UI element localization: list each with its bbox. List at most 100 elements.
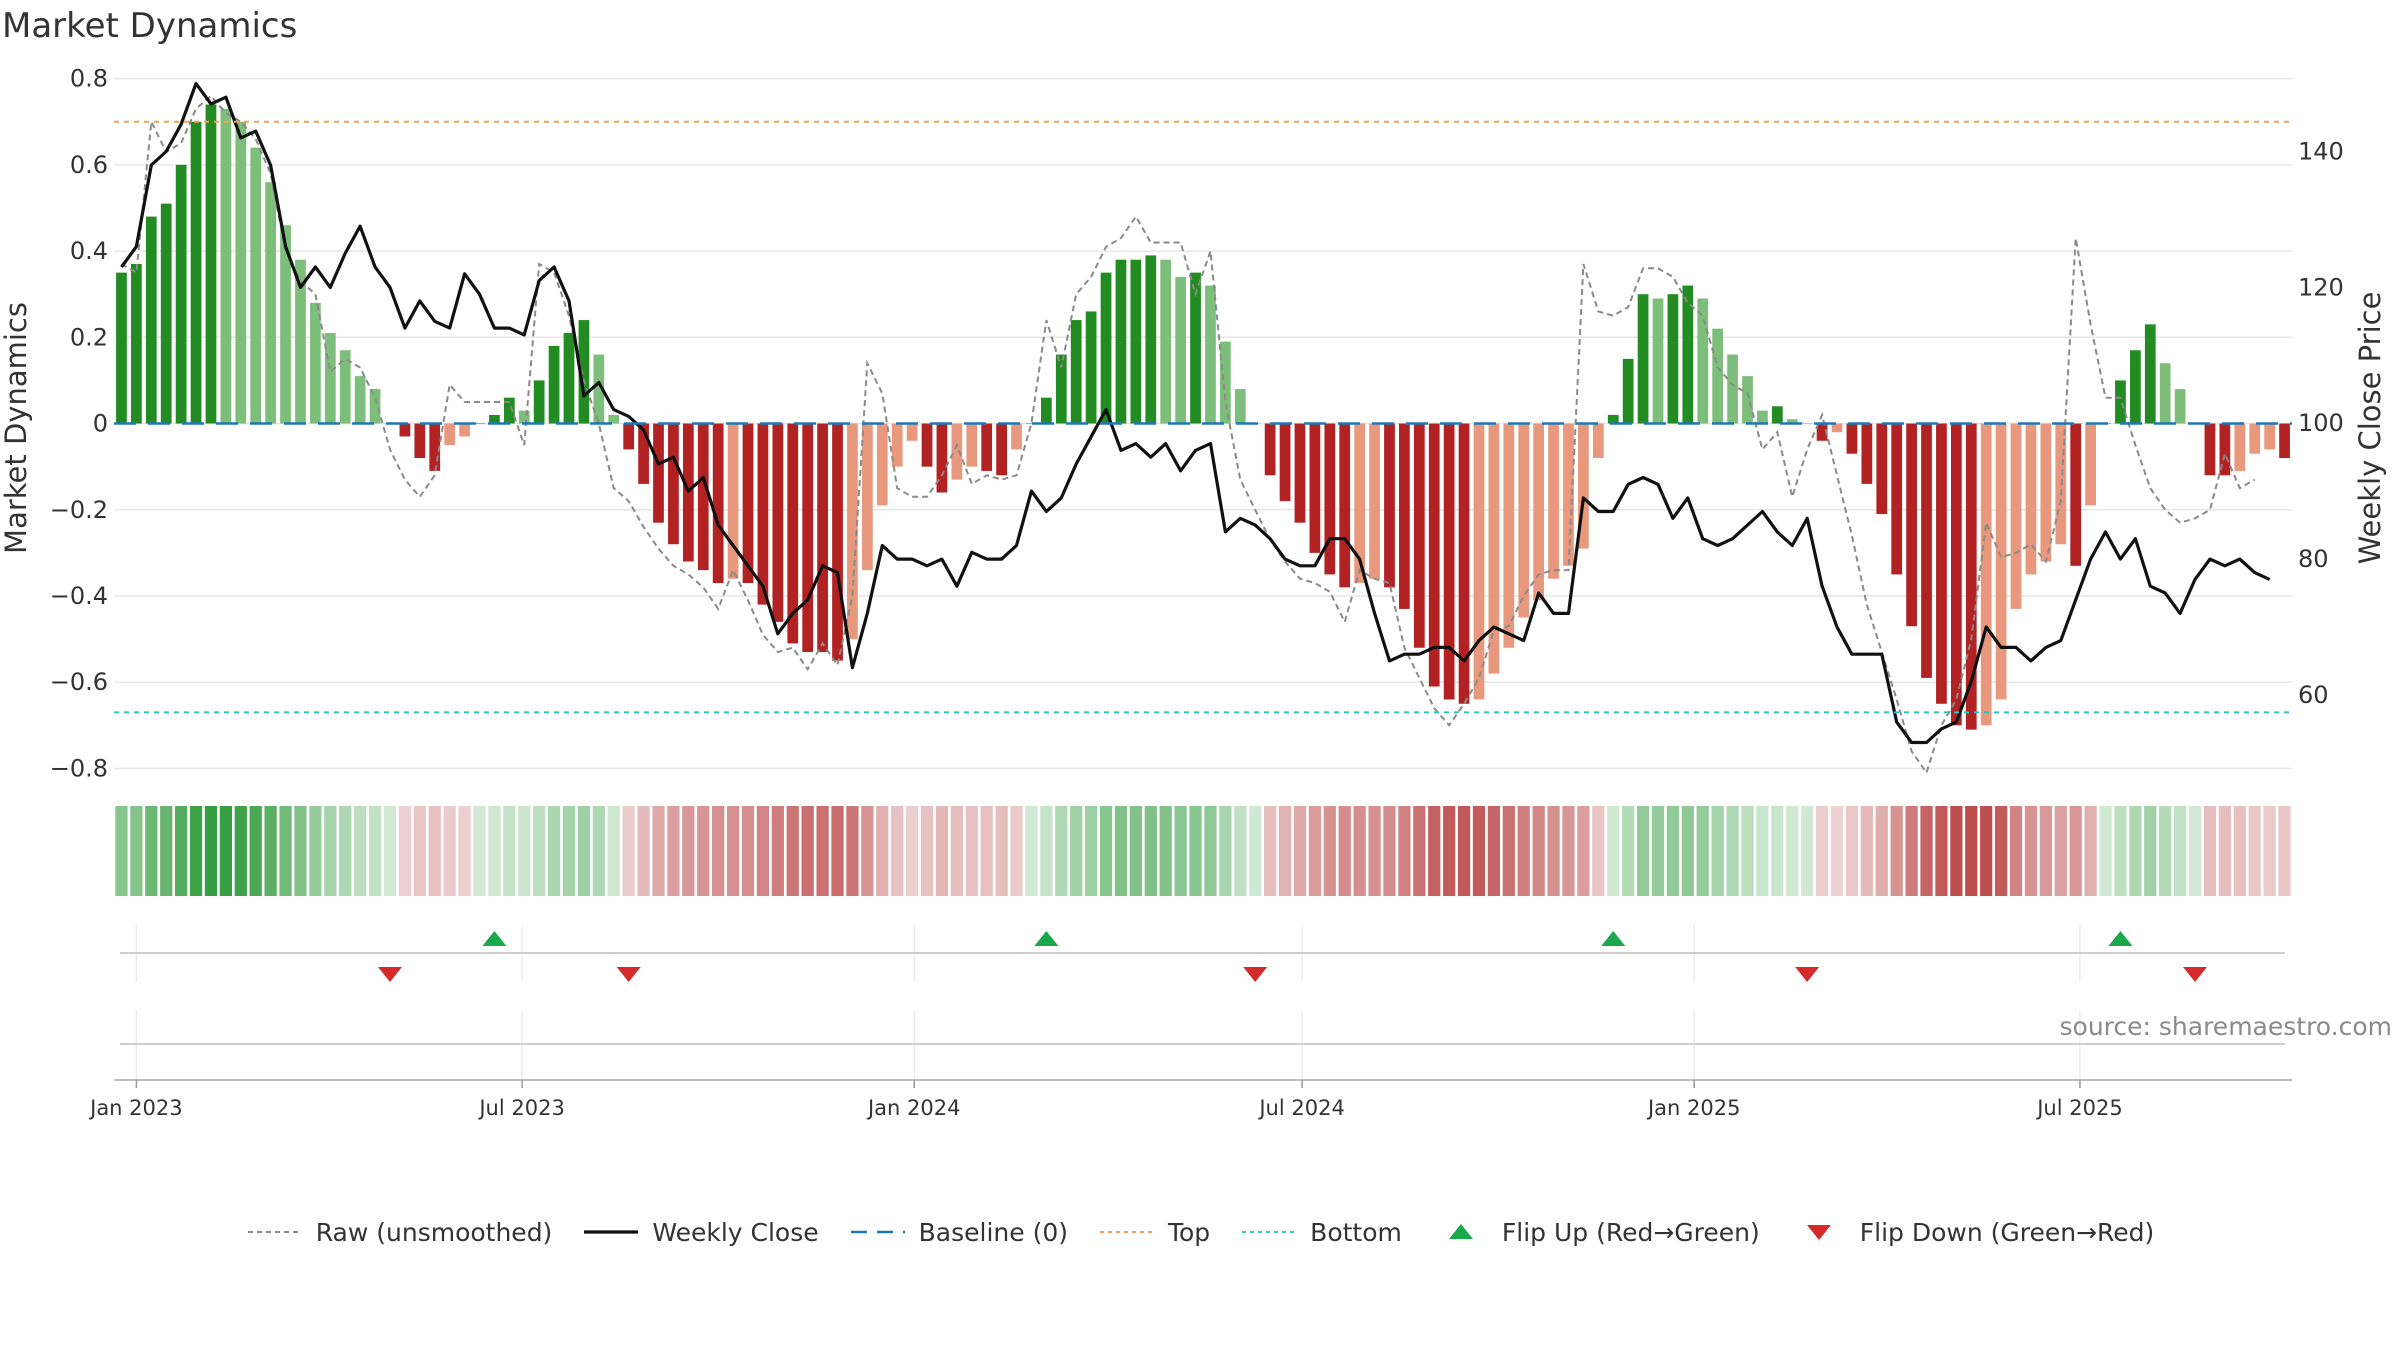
lower-empty-panel [114,1010,2292,1081]
dynamics-bar [1995,423,2007,700]
dynamics-bar [414,423,426,459]
heat-cell [1711,806,1724,896]
dynamics-bar [1354,423,1366,584]
heat-cell [1383,806,1396,896]
heat-cell [2099,806,2112,896]
heat-cell [1666,806,1680,896]
dynamics-bar [295,259,306,424]
heat-cell [1129,806,1142,896]
heat-cell [1920,806,1933,896]
dynamics-bar [757,423,769,605]
heat-cell [219,806,232,896]
heat-cell [1830,806,1844,896]
dynamics-bar [1846,423,1858,454]
dynamics-bar [1040,397,1052,424]
heat-cell [1950,806,1963,896]
heat-cell [1443,806,1456,896]
dynamics-bar [1130,259,1142,424]
heat-cell [1457,806,1471,896]
legend-label: Flip Up (Red→Green) [1501,1217,1760,1247]
dynamics-bar [981,423,993,471]
heat-cell [2263,806,2276,896]
legend-label: Weekly Close [652,1217,819,1247]
heat-cell [1994,806,2008,896]
heat-cell [189,806,203,896]
dynamics-bar [2249,423,2261,454]
dynamics-bar [1413,423,1425,648]
dynamics-bar [1548,423,1559,579]
left-tick-label: −0.2 [50,496,108,524]
dynamics-bar [817,423,828,653]
x-tick-label: Jan 2024 [866,1096,961,1120]
heat-cell [1353,806,1366,896]
heat-cell [1368,806,1381,896]
dynamics-bar [533,380,545,424]
heat-cell [1517,806,1530,896]
legend-swatch-top [1099,1231,1154,1233]
dynamics-bar [1085,311,1097,424]
raw-line [121,94,2256,776]
dynamics-bar [2129,350,2141,424]
flip-up-marker [2108,931,2133,946]
dynamics-bar [280,225,291,424]
legend-label: Flip Down (Green→Red) [1859,1217,2155,1247]
heat-cell [1771,806,1784,896]
dynamics-bar [1697,298,1709,424]
heat-cell [1413,806,1426,896]
left-tick-label: −0.4 [50,582,108,610]
heat-cell [324,806,337,896]
dynamics-bar [1518,423,1530,618]
heat-cell [1965,806,1978,896]
dynamics-bar [1533,423,1545,601]
dynamics-bar [1861,423,1873,484]
legend: Raw (unsmoothed) Weekly Close Baseline (0)… [0,1210,2400,1254]
right-tick-label: 60 [2298,681,2329,709]
heat-cell [443,806,456,896]
left-tick-label: 0.4 [70,237,108,265]
dynamics-bar [1458,423,1470,704]
dynamics-bar [742,423,754,584]
dynamics-bar [1637,294,1649,424]
heat-cell [1025,806,1038,896]
legend-label: Baseline (0) [918,1217,1068,1247]
heat-cell [428,806,441,896]
flip-down-marker [616,967,641,982]
heat-cell [1815,806,1829,896]
x-tick-label: Jul 2025 [2035,1096,2122,1120]
dynamics-bar [697,423,709,571]
legend-item: Flip Up (Red→Green) [1432,1218,1760,1247]
heat-cell [115,806,128,896]
left-axis-label: Market Dynamics [0,302,33,554]
heat-cell [1845,806,1859,896]
heat-cell [2144,806,2157,896]
dynamics-bar [1831,423,1843,433]
heat-cell [488,806,501,896]
dynamics-bar [131,264,142,424]
heat-cell [1636,806,1650,896]
heat-cell [1398,806,1411,896]
legend-swatch-baseline [850,1230,905,1234]
dynamics-bar [876,423,888,506]
dynamics-bar [489,414,500,424]
heat-cell [2039,806,2052,896]
heat-cell [801,806,814,896]
dynamics-bar [1055,354,1067,424]
heat-cell [1204,806,1217,896]
dynamics-bar [1234,389,1246,424]
dynamics-bar [205,104,217,424]
heat-cell [652,806,665,896]
dynamics-bar [2219,423,2231,476]
heat-cell [1472,806,1486,896]
heat-cell [1651,806,1665,896]
dynamics-bar [1220,341,1231,424]
heat-cell [2188,806,2202,896]
heat-cell [1114,806,1128,896]
flip-down-marker [1795,967,1820,982]
heat-cell [2159,806,2172,896]
heat-cell [2084,806,2097,896]
left-tick-label: 0 [93,410,108,438]
dynamics-bar [503,397,515,424]
heat-cell [547,806,561,896]
heat-cell [1487,806,1501,896]
dynamics-bar [608,414,620,424]
